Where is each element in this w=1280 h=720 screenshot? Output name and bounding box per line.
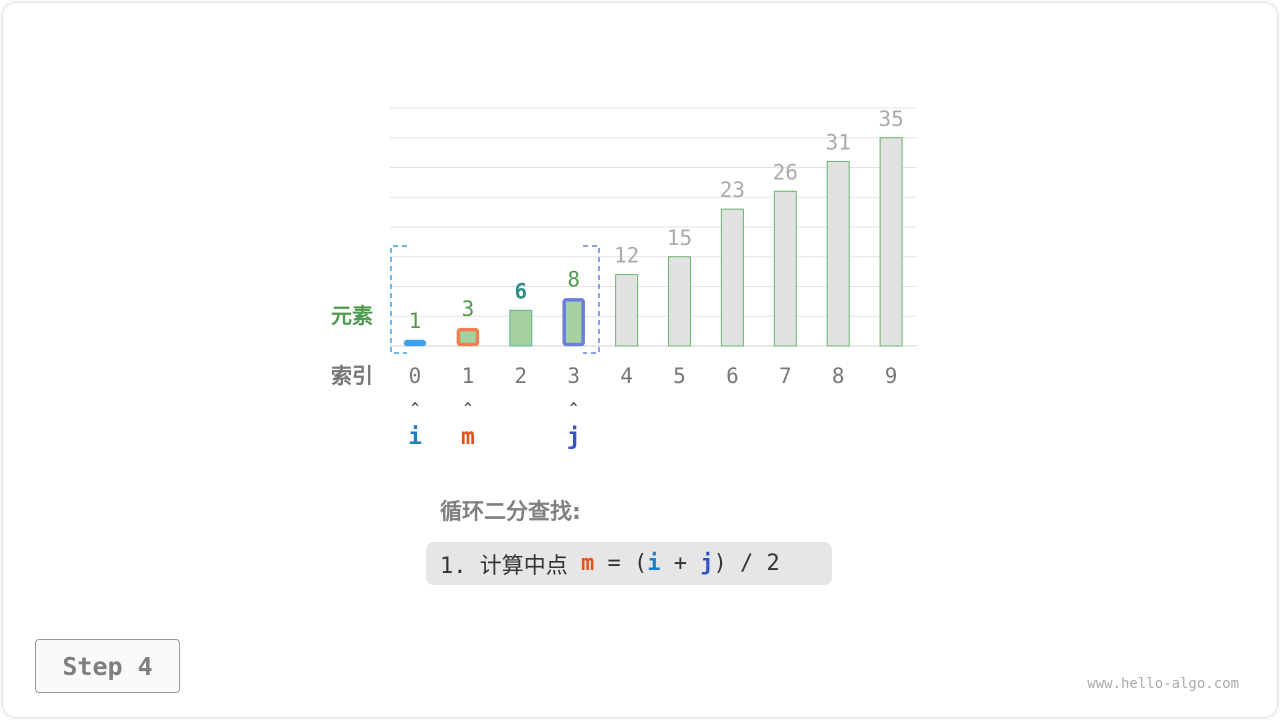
index-label: 4: [620, 364, 633, 388]
row-label-values: 元素: [331, 304, 373, 328]
row-label-index: 索引: [331, 364, 373, 388]
bar: [773, 190, 797, 347]
formula-i: i: [647, 551, 661, 576]
value-label: 6: [514, 279, 527, 303]
bar: [879, 137, 903, 347]
index-label: 7: [779, 364, 792, 388]
bar: [720, 208, 744, 347]
formula-box: 1. 计算中点 m = (i + j) / 2: [426, 542, 832, 585]
value-label: 3: [462, 297, 475, 321]
index-label: 9: [885, 364, 898, 388]
watermark: www.hello-algo.com: [1087, 676, 1239, 692]
index-label: 0: [409, 364, 422, 388]
bar: [562, 298, 585, 347]
range-bracket-left: [390, 245, 407, 354]
index-label: 8: [832, 364, 845, 388]
step-button[interactable]: Step 4: [35, 639, 180, 693]
pointer-label: m: [461, 424, 475, 450]
index-label: 1: [462, 364, 475, 388]
formula-j: j: [700, 551, 714, 576]
pointer-arrow-icon: ^: [570, 401, 578, 416]
formula-m: m: [580, 551, 595, 576]
pointer-arrow-icon: ^: [464, 401, 472, 416]
bar: [403, 339, 427, 347]
pointer-label: i: [408, 424, 422, 450]
value-label: 26: [773, 160, 798, 184]
index-label: 3: [567, 364, 580, 388]
value-label: 23: [720, 178, 745, 202]
bar: [509, 309, 533, 347]
bar: [668, 256, 691, 347]
value-label: 35: [878, 107, 903, 131]
caption-title: 循环二分查找:: [440, 500, 581, 525]
pointer-label: j: [567, 424, 581, 450]
value-label: 12: [614, 244, 639, 268]
index-label: 5: [673, 364, 686, 388]
formula-tail: ) / 2: [713, 551, 780, 576]
pointer-arrow-icon: ^: [411, 401, 419, 416]
formula-prefix: 1. 计算中点: [440, 553, 581, 579]
formula-eq: = (: [594, 551, 648, 576]
index-label: 2: [514, 364, 527, 388]
index-label: 6: [726, 364, 739, 388]
bar: [615, 274, 639, 347]
range-bracket-right: [583, 245, 600, 354]
value-label: 1: [409, 309, 422, 333]
value-label: 15: [667, 226, 692, 250]
value-label: 31: [826, 131, 851, 155]
bar: [456, 327, 480, 347]
value-label: 8: [567, 267, 580, 291]
bar: [826, 161, 850, 347]
formula-plus: +: [660, 551, 701, 576]
